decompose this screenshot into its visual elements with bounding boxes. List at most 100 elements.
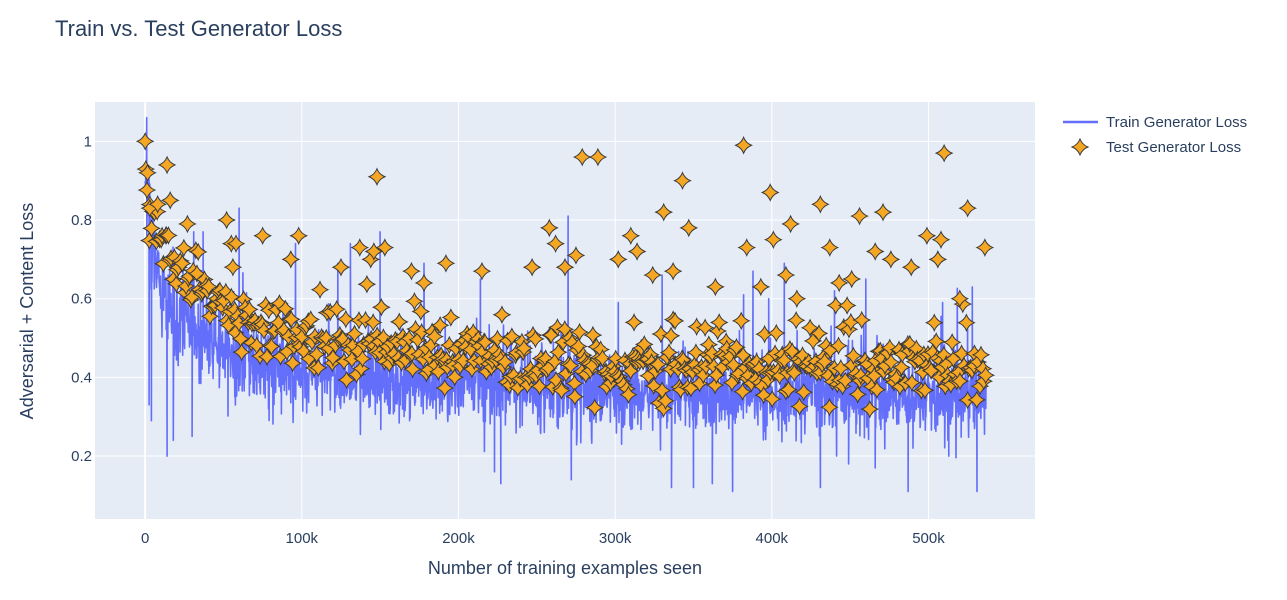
test-loss-point: [367, 167, 387, 187]
x-tick-label: 400k: [756, 530, 789, 547]
test-loss-point: [971, 345, 991, 365]
y-tick-label: 0.8: [71, 212, 92, 229]
test-loss-point: [815, 352, 834, 371]
test-loss-point: [472, 261, 492, 281]
test-loss-point: [950, 289, 970, 309]
test-loss-point: [436, 253, 456, 273]
test-loss-point: [606, 349, 626, 369]
test-loss-point: [624, 313, 644, 332]
test-loss-point: [462, 359, 482, 379]
test-loss-point: [389, 312, 409, 332]
test-loss-point: [760, 183, 780, 202]
y-tick-label: 0.2: [71, 448, 92, 465]
test-loss-point: [900, 334, 920, 354]
test-loss-point: [708, 321, 728, 341]
test-loss-point: [546, 234, 565, 254]
x-tick-label: 100k: [286, 530, 319, 547]
test-loss-point: [500, 375, 519, 395]
test-loss-point: [848, 385, 868, 404]
test-loss-point: [705, 375, 725, 395]
test-loss-point: [283, 353, 303, 373]
test-loss-point: [138, 163, 157, 183]
test-loss-point: [187, 264, 207, 283]
test-loss-point: [289, 226, 309, 246]
legend-test-marker[interactable]: [1070, 137, 1090, 157]
test-loss-point: [178, 214, 197, 234]
test-loss-markers: [135, 131, 996, 419]
test-loss-point: [495, 352, 515, 372]
test-loss-point: [820, 238, 840, 257]
x-tick-label: 200k: [442, 530, 475, 547]
test-loss-point: [766, 323, 786, 343]
test-loss-point: [351, 359, 371, 379]
test-loss-point: [430, 315, 450, 335]
test-loss-point: [794, 382, 814, 402]
test-loss-point: [441, 308, 461, 327]
test-loss-point: [843, 346, 863, 366]
test-loss-point: [555, 257, 575, 277]
test-loss-point: [839, 319, 859, 339]
test-loss-point: [526, 329, 545, 349]
test-loss-point: [337, 370, 356, 390]
test-loss-point: [957, 313, 976, 333]
test-loss-point: [950, 371, 970, 391]
test-loss-point: [411, 302, 431, 321]
test-loss-point: [659, 343, 679, 362]
test-loss-point: [364, 242, 384, 261]
test-loss-point: [835, 371, 855, 391]
x-tick-label: 0: [141, 530, 149, 547]
test-loss-point: [781, 214, 800, 234]
legend-train-label[interactable]: Train Generator Loss: [1106, 114, 1247, 131]
test-loss-point: [222, 287, 241, 307]
test-loss-point: [566, 246, 586, 265]
test-loss-point: [837, 296, 857, 315]
test-loss-point: [414, 273, 434, 293]
test-loss-point: [310, 280, 330, 300]
test-loss-point: [363, 313, 383, 332]
test-loss-point: [681, 378, 701, 398]
test-loss-point: [188, 242, 208, 262]
test-loss-point: [262, 337, 281, 356]
test-loss-point: [651, 324, 671, 344]
test-loss-point: [552, 381, 571, 400]
legend-test-label[interactable]: Test Generator Loss: [1106, 139, 1241, 156]
test-loss-point: [232, 342, 252, 362]
test-loss-point: [737, 238, 757, 257]
test-loss-point: [453, 351, 473, 371]
test-loss-point: [572, 147, 592, 167]
test-loss-point: [253, 226, 273, 246]
x-tick-label: 300k: [599, 530, 632, 547]
test-loss-point: [751, 277, 771, 297]
test-loss-point: [301, 310, 321, 329]
test-loss-point: [695, 318, 715, 338]
test-loss-point: [588, 147, 608, 167]
test-loss-point: [361, 249, 381, 269]
test-loss-point: [539, 218, 559, 238]
test-loss-point: [826, 296, 846, 315]
test-loss-point: [928, 249, 948, 269]
test-loss-point: [926, 332, 946, 351]
test-loss-point: [488, 329, 507, 349]
test-loss-point: [375, 238, 395, 257]
test-loss-point: [627, 242, 647, 261]
test-loss-point: [425, 327, 444, 346]
train-loss-line: [144, 116, 988, 493]
test-loss-point: [776, 265, 796, 285]
test-loss-point: [619, 385, 638, 405]
test-loss-point: [665, 311, 685, 331]
test-loss-point: [166, 274, 186, 294]
test-loss-point: [137, 180, 157, 200]
test-loss-point: [421, 335, 441, 355]
test-loss-point: [881, 352, 901, 372]
y-tick-label: 1: [84, 133, 92, 150]
test-loss-point: [915, 380, 935, 400]
test-loss-point: [545, 352, 565, 371]
test-loss-point: [784, 363, 804, 383]
test-loss-point: [345, 324, 364, 344]
test-loss-point: [634, 334, 654, 354]
test-loss-point: [733, 382, 752, 402]
test-loss-point: [842, 269, 862, 289]
test-loss-point: [786, 310, 806, 330]
test-loss-point: [570, 322, 589, 342]
